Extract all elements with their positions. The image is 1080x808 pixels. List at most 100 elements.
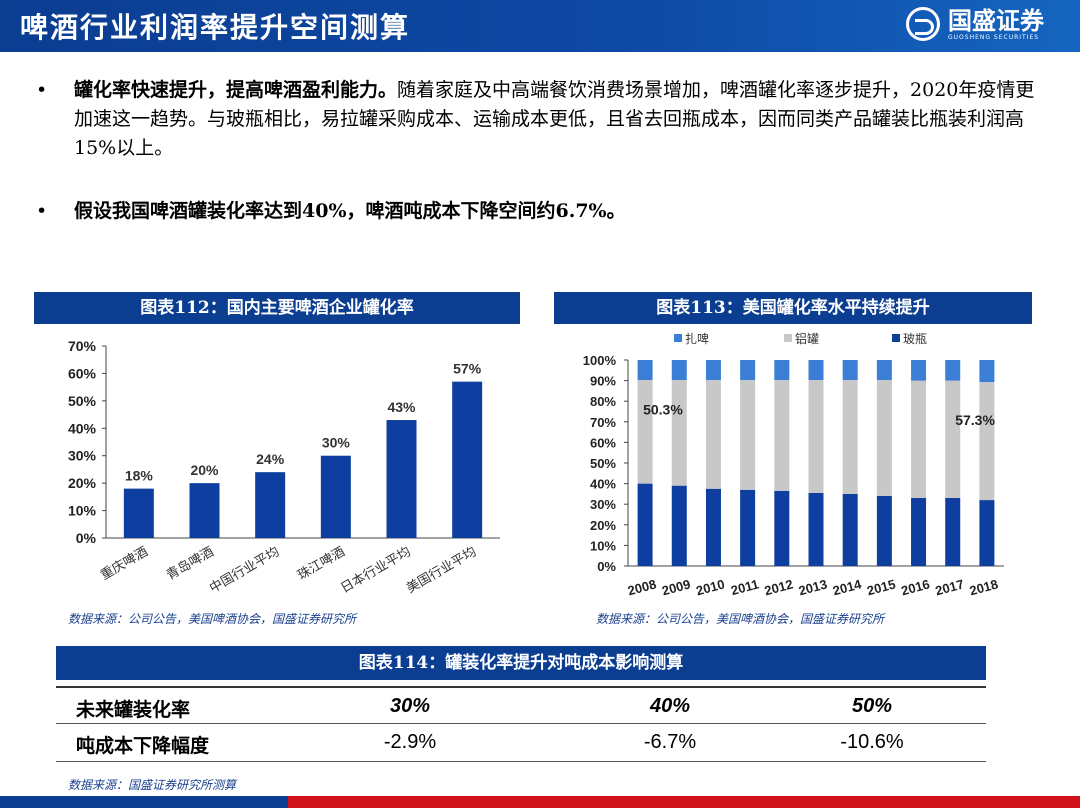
annotation-label: 50.3% (643, 402, 683, 418)
bar-segment (979, 500, 995, 566)
bar-segment (808, 379, 824, 493)
bar-segment (945, 360, 961, 381)
legend-label: 玻瓶 (903, 332, 927, 346)
legend-swatch (892, 334, 900, 342)
y-tick-label: 20% (68, 475, 97, 491)
x-tick-label: 2014 (831, 576, 864, 598)
bar-segment (911, 380, 927, 499)
decline-cell: -6.7% (643, 731, 697, 753)
bar-segment (740, 360, 756, 380)
y-tick-label: 70% (590, 415, 616, 430)
x-tick-label: 2016 (900, 576, 932, 598)
y-tick-label: 80% (590, 394, 616, 409)
bar-segment (842, 360, 858, 380)
fig113-source: 数据来源：公司公告，美国啤酒协会，国盛证券研究所 (596, 612, 885, 626)
footer-bar (0, 796, 1080, 808)
fig112-source: 数据来源：公司公告，美国啤酒协会，国盛证券研究所 (68, 612, 357, 626)
fig114-table: 未来罐装化率 30% 40% 50% 吨成本下降幅度 -2.9% -6.7% -… (56, 686, 986, 762)
y-tick-label: 10% (590, 538, 616, 553)
y-tick-label: 60% (590, 435, 616, 450)
y-tick-label: 30% (68, 448, 97, 464)
page-title: 啤酒行业利润率提升空间测算 (20, 11, 411, 44)
bar (255, 472, 286, 538)
bar-segment (774, 379, 790, 491)
x-tick-label: 2018 (968, 576, 1000, 598)
y-tick-label: 100% (583, 353, 617, 368)
decline-cell: -2.9% (383, 731, 437, 753)
data-label: 20% (190, 462, 219, 478)
x-tick-label: 重庆啤酒 (98, 544, 151, 583)
x-tick-label: 2010 (694, 576, 726, 598)
y-tick-label: 90% (590, 374, 616, 389)
brand-logo: 国盛证券 GUOSHENG SECURITIES (906, 4, 1044, 44)
decline-cell: -10.6% (840, 731, 904, 753)
logo-subtext: GUOSHENG SECURITIES (948, 33, 1040, 41)
bar-segment (808, 492, 824, 566)
header-bar: 啤酒行业利润率提升空间测算 国盛证券 GUOSHENG SECURITIES (0, 0, 1080, 52)
bar-segment (705, 360, 721, 380)
x-tick-label: 2011 (729, 576, 760, 598)
bar-segment (774, 360, 790, 380)
table-row: 未来罐装化率 30% 40% 50% (56, 686, 986, 724)
data-label: 57% (453, 361, 482, 377)
bar-segment (671, 360, 687, 380)
bar-segment (740, 379, 756, 490)
fig113-title: 图表113：美国罐化率水平持续提升 (554, 292, 1032, 324)
bar-segment (705, 488, 721, 566)
bar-segment (842, 379, 858, 494)
x-tick-label: 2013 (797, 576, 829, 598)
bar-segment (911, 360, 927, 381)
bar-segment (671, 379, 687, 486)
bar-segment (842, 493, 858, 566)
row-label-decline: 吨成本下降幅度 (76, 735, 210, 757)
x-tick-label: 中国行业平均 (207, 544, 282, 596)
x-tick-label: 2017 (934, 576, 966, 598)
x-tick-label: 2009 (660, 576, 692, 598)
row-label-rate: 未来罐装化率 (76, 699, 191, 721)
data-label: 18% (125, 468, 154, 484)
legend-label: 扎啤 (685, 331, 709, 346)
y-tick-label: 0% (597, 559, 616, 574)
legend-swatch (784, 334, 792, 342)
bullet-2-bold: 假设我国啤酒罐装化率达到40%，啤酒吨成本下降空间约6.7%。 (74, 200, 626, 222)
data-label: 43% (387, 399, 416, 415)
bar-segment (637, 483, 653, 566)
y-tick-label: 30% (590, 497, 616, 512)
bar (452, 381, 483, 538)
y-tick-label: 60% (68, 365, 97, 381)
bar-segment (979, 382, 995, 501)
y-tick-label: 50% (590, 456, 616, 471)
bar-segment (979, 360, 995, 383)
y-tick-label: 0% (76, 530, 97, 546)
table-row: 吨成本下降幅度 -2.9% -6.7% -10.6% (56, 724, 986, 762)
bar-segment (705, 379, 721, 489)
legend-swatch (674, 334, 682, 342)
logo-icon (906, 7, 940, 41)
fig112-chart: 0% 10% 20% 30% 40% 50% 60% 70% 18% 重庆啤酒 20% 青岛啤酒 24%… (68, 338, 500, 596)
x-tick-label: 2015 (865, 576, 897, 598)
bar-segment (911, 498, 927, 566)
rate-cell: 40% (649, 695, 691, 717)
y-tick-label: 40% (590, 477, 616, 492)
bullet-1-bold: 罐化率快速提升，提高啤酒盈利能力。 (74, 79, 398, 101)
bullet-1-text: 随着家庭及中高端餐饮消费场景增加，啤酒罐化率逐步提升，2020年疫情更加速这一趋… (74, 79, 1035, 159)
data-label: 30% (322, 435, 351, 451)
x-tick-label: 珠江啤酒 (295, 544, 348, 583)
bar (386, 420, 417, 538)
x-tick-label: 美国行业平均 (404, 544, 479, 596)
bullet-1: • 罐化率快速提升，提高啤酒盈利能力。随着家庭及中高端餐饮消费场景增加，啤酒罐化… (36, 76, 1036, 163)
fig114-source: 数据来源：国盛证券研究所测算 (68, 778, 237, 792)
bullet-dot: • (36, 200, 48, 222)
bar-segment (637, 379, 653, 484)
y-tick-label: 20% (590, 518, 616, 533)
bar-segment (876, 360, 892, 380)
fig114-title: 图表114：罐装化率提升对吨成本影响测算 (56, 646, 986, 680)
fig112-title: 图表112：国内主要啤酒企业罐化率 (34, 292, 520, 324)
y-tick-label: 10% (68, 503, 97, 519)
bullet-2: • 假设我国啤酒罐装化率达到40%，啤酒吨成本下降空间约6.7%。 (36, 197, 1036, 226)
bar-segment (876, 495, 892, 566)
bar (189, 483, 220, 538)
y-tick-label: 40% (68, 420, 97, 436)
bar-segment (876, 379, 892, 496)
bar-segment (945, 498, 961, 566)
